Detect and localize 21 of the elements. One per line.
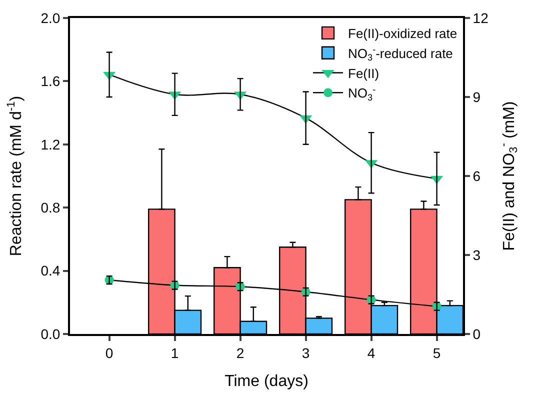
y-tick-label: 0.8 <box>40 200 60 216</box>
y-tick-label: 0.0 <box>40 326 60 342</box>
y-tick-label: 0.4 <box>40 262 60 279</box>
x-tick-label: 1 <box>170 344 179 361</box>
x-tick-label: 4 <box>367 344 376 361</box>
x-tick-label: 5 <box>432 344 441 361</box>
legend-label: NO$_{3}$$^{-}$-reduced rate <box>348 44 453 63</box>
y2-tick-label: 6 <box>472 168 481 184</box>
y-tick-label: 1.2 <box>40 136 60 152</box>
x-tick-label: 0 <box>105 344 114 361</box>
y2-tick-label: 12 <box>472 10 489 26</box>
legend-label: Fe(II) <box>348 66 380 81</box>
y2-tick-label: 0 <box>472 326 481 342</box>
y-tick-label: 1.6 <box>40 73 60 90</box>
x-tick-label: 3 <box>302 344 310 361</box>
y2-tick-label: 3 <box>472 246 481 263</box>
legend-label: Fe(II)-oxidized rate <box>348 26 458 42</box>
x-axis-title: Time (days) <box>224 373 308 390</box>
x-tick-label: 2 <box>236 344 244 361</box>
y-tick-label: 2.0 <box>40 10 60 26</box>
y2-tick-label: 9 <box>472 88 481 105</box>
